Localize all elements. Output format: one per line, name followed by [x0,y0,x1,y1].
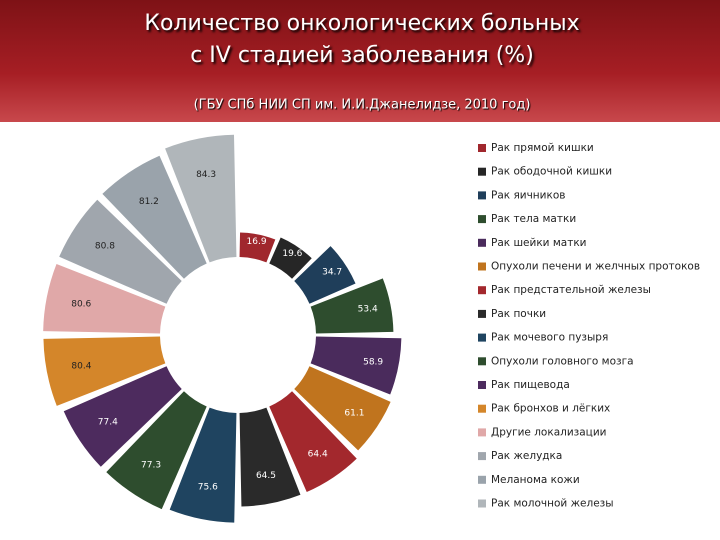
legend-label: Опухоли головного мозга [491,355,634,367]
polar-segment [63,366,182,467]
legend-swatch [478,475,486,484]
value-label: 81.2 [139,197,159,207]
value-label: 77.3 [141,461,161,471]
chart-subtitle: (ГБУ СПб НИИ СП им. И.И.Джанелидзе, 2010… [194,98,531,113]
value-label: 77.4 [98,417,118,427]
polar-segment [294,366,391,451]
polar-segment [310,336,402,395]
legend-swatch [478,309,486,318]
legend-swatch [478,167,486,176]
polar-segment [239,407,301,507]
polar-segment [310,278,394,334]
legend-swatch [478,191,486,200]
legend-swatch [478,144,486,152]
legend-label: Рак шейки матки [491,237,586,249]
legend-swatch [478,357,486,366]
polar-segment [43,264,166,334]
legend-swatch [478,215,486,224]
legend-swatch [478,499,486,508]
polar-segment [269,391,357,492]
legend-swatch [478,404,486,413]
polar-segment [169,407,237,523]
legend-swatch [478,452,486,461]
polar-segment [106,391,207,510]
legend-label: Рак бронхов и лёгких [491,403,610,415]
polar-segment [239,232,276,263]
legend-swatch [478,262,486,271]
legend-label: Рак предстательной железы [491,284,651,296]
value-label: 75.6 [198,482,218,492]
legend-swatch [478,286,486,295]
legend-swatch [478,333,486,342]
value-label: 80.4 [71,362,91,372]
value-label: 19.6 [282,249,302,259]
header-band [0,0,720,122]
value-label: 80.8 [95,242,115,252]
value-label: 58.9 [363,357,383,367]
legend-label: Другие локализации [491,426,606,438]
value-label: 64.4 [308,450,328,460]
legend-label: Рак молочной железы [491,498,614,510]
legend-label: Меланома кожи [491,474,580,486]
value-label: 84.3 [196,170,216,180]
value-label: 53.4 [358,305,378,315]
legend-swatch [478,381,486,389]
legend-swatch [478,238,486,247]
polar-segment [269,237,312,279]
value-label: 16.9 [247,237,267,247]
polar-segment [43,336,166,406]
legend-label: Рак пищевода [491,379,570,391]
polar-segment [59,199,182,304]
value-label: 80.6 [71,299,91,309]
legend-label: Опухоли печени и желчных протоков [491,261,700,273]
legend-label: Рак желудка [491,450,562,462]
chart-title: с IV стадией заболевания (%) [190,43,534,68]
legend-label: Рак яичников [491,189,565,201]
value-label: 34.7 [322,268,342,278]
value-label: 61.1 [344,408,364,418]
polar-segment [165,134,237,263]
polar-segment [294,246,356,304]
legend-label: Рак мочевого пузыря [491,332,608,344]
legend-swatch [478,428,486,437]
legend-label: Рак прямой кишки [491,142,594,154]
legend-label: Рак ободочной кишки [491,166,612,178]
value-label: 64.5 [256,471,276,481]
polar-segment [102,155,207,279]
chart-title: Количество онкологических больных [144,11,579,36]
legend-label: Рак тела матки [491,213,576,225]
legend-label: Рак почки [491,308,546,320]
